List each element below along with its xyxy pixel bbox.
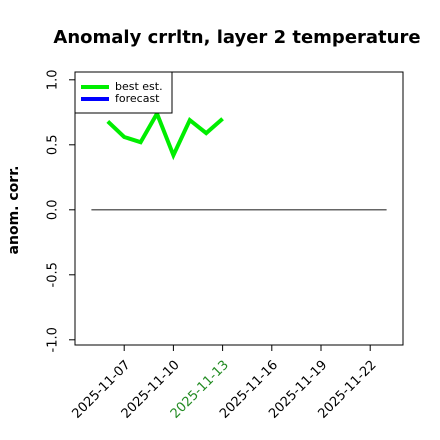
series-line <box>106 108 224 161</box>
y-tick-label: -0.5 <box>46 262 61 287</box>
chart-title: Anomaly crrltn, layer 2 temperature <box>53 27 420 48</box>
y-tick-label: 1.0 <box>46 69 61 90</box>
y-tick-label: -1.0 <box>46 327 61 352</box>
legend-label: best est. <box>115 80 163 93</box>
legend-label: forecast <box>115 92 160 105</box>
plot-frame <box>74 71 404 346</box>
y-tick-label: 0.5 <box>46 134 61 155</box>
y-tick-label: 0.0 <box>46 199 61 220</box>
y-axis-label: anom. corr. <box>6 166 22 255</box>
legend-box <box>74 71 173 114</box>
